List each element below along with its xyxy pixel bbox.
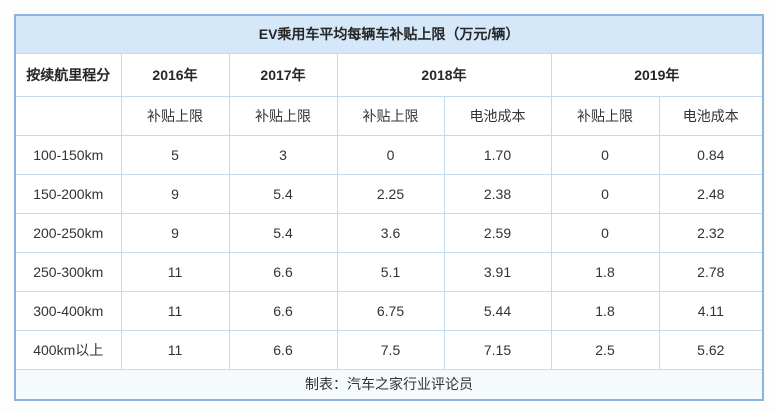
value-cell: 9 (120, 173, 230, 214)
value-cell: 7.5 (336, 329, 445, 370)
value-cell: 5.62 (658, 329, 764, 370)
sub-header-cell: 电池成本 (443, 95, 552, 136)
value-cell: 6.75 (336, 290, 445, 331)
range-cell: 400km以上 (14, 329, 122, 370)
value-cell: 2.38 (443, 173, 552, 214)
title-row: EV乘用车平均每辆车补贴上限（万元/辆） (14, 14, 764, 54)
ev-subsidy-table: EV乘用车平均每辆车补贴上限（万元/辆） 按续航里程分 2016年 2017年 … (14, 14, 765, 401)
sub-header-empty (14, 95, 122, 136)
range-cell: 300-400km (14, 290, 122, 331)
year-header-2019: 2019年 (550, 52, 764, 97)
table-title: EV乘用车平均每辆车补贴上限（万元/辆） (14, 14, 764, 54)
value-cell: 3.91 (443, 251, 552, 292)
value-cell: 5 (120, 134, 230, 175)
range-cell: 150-200km (14, 173, 122, 214)
sub-header-cell: 补贴上限 (120, 95, 230, 136)
value-cell: 0 (550, 212, 660, 253)
value-cell: 11 (120, 290, 230, 331)
table-row: 400km以上 11 6.6 7.5 7.15 2.5 5.62 (14, 329, 764, 370)
year-header-2017: 2017年 (228, 52, 338, 97)
sub-header-cell: 电池成本 (658, 95, 764, 136)
value-cell: 3.6 (336, 212, 445, 253)
value-cell: 0 (550, 134, 660, 175)
value-cell: 2.48 (658, 173, 764, 214)
value-cell: 9 (120, 212, 230, 253)
range-cell: 250-300km (14, 251, 122, 292)
value-cell: 5.44 (443, 290, 552, 331)
value-cell: 1.70 (443, 134, 552, 175)
value-cell: 7.15 (443, 329, 552, 370)
table-row: 250-300km 11 6.6 5.1 3.91 1.8 2.78 (14, 251, 764, 292)
range-cell: 100-150km (14, 134, 122, 175)
value-cell: 2.25 (336, 173, 445, 214)
sub-header-cell: 补贴上限 (336, 95, 445, 136)
range-cell: 200-250km (14, 212, 122, 253)
table-row: 150-200km 9 5.4 2.25 2.38 0 2.48 (14, 173, 764, 214)
footer-row: 制表：汽车之家行业评论员 (14, 368, 764, 401)
value-cell: 1.8 (550, 251, 660, 292)
sub-header-cell: 补贴上限 (228, 95, 338, 136)
value-cell: 2.5 (550, 329, 660, 370)
value-cell: 2.32 (658, 212, 764, 253)
value-cell: 6.6 (228, 329, 338, 370)
table-row: 200-250km 9 5.4 3.6 2.59 0 2.32 (14, 212, 764, 253)
value-cell: 2.59 (443, 212, 552, 253)
row-header-label: 按续航里程分 (14, 52, 122, 97)
value-cell: 5.4 (228, 173, 338, 214)
value-cell: 1.8 (550, 290, 660, 331)
value-cell: 11 (120, 251, 230, 292)
value-cell: 0 (550, 173, 660, 214)
value-cell: 11 (120, 329, 230, 370)
sub-header-row: 补贴上限 补贴上限 补贴上限 电池成本 补贴上限 电池成本 (14, 95, 764, 136)
table-row: 300-400km 11 6.6 6.75 5.44 1.8 4.11 (14, 290, 764, 331)
value-cell: 2.78 (658, 251, 764, 292)
value-cell: 5.4 (228, 212, 338, 253)
year-header-2016: 2016年 (120, 52, 230, 97)
year-header-row: 按续航里程分 2016年 2017年 2018年 2019年 (14, 52, 764, 97)
table-footer-credit: 制表：汽车之家行业评论员 (14, 368, 764, 401)
value-cell: 0 (336, 134, 445, 175)
value-cell: 6.6 (228, 251, 338, 292)
value-cell: 3 (228, 134, 338, 175)
sub-header-cell: 补贴上限 (550, 95, 660, 136)
year-header-2018: 2018年 (336, 52, 552, 97)
value-cell: 0.84 (658, 134, 764, 175)
table-row: 100-150km 5 3 0 1.70 0 0.84 (14, 134, 764, 175)
value-cell: 4.11 (658, 290, 764, 331)
value-cell: 5.1 (336, 251, 445, 292)
value-cell: 6.6 (228, 290, 338, 331)
